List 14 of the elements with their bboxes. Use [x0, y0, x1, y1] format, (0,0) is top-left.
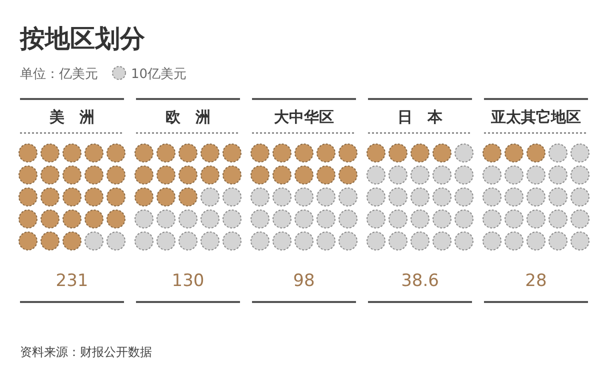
text: 10亿美元 — [131, 66, 187, 82]
category-label: 欧 洲 — [166, 108, 210, 126]
category-label: 大中华区 — [274, 108, 334, 126]
data-label: 38.6 — [401, 271, 439, 291]
text: 资料来源：财报公开数据 — [20, 345, 152, 359]
category-label: 亚太其它地区 — [490, 108, 581, 126]
data-label: 130 — [172, 271, 204, 291]
data-label: 231 — [56, 271, 88, 291]
data-label: 28 — [525, 271, 547, 291]
data-label: 98 — [293, 271, 315, 291]
text: 单位：亿美元 — [20, 66, 98, 82]
text: 按地区划分 — [19, 24, 146, 53]
category-label: 美 洲 — [48, 108, 94, 126]
category-label: 日 本 — [398, 108, 444, 126]
